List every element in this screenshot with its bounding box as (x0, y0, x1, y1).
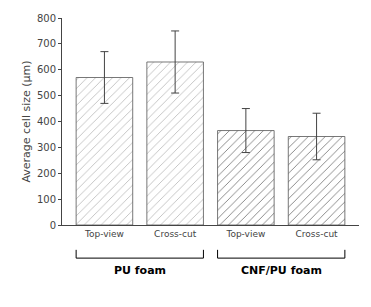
svg-text:600: 600 (37, 64, 56, 75)
svg-text:300: 300 (37, 142, 56, 153)
svg-text:200: 200 (37, 168, 56, 179)
svg-text:Top-view: Top-view (84, 229, 124, 239)
svg-text:700: 700 (37, 38, 56, 49)
svg-text:CNF/PU foam: CNF/PU foam (241, 264, 322, 277)
svg-text:Cross-cut: Cross-cut (296, 229, 339, 239)
svg-text:500: 500 (37, 90, 56, 101)
svg-text:400: 400 (37, 116, 56, 127)
svg-text:Top-view: Top-view (225, 229, 265, 239)
svg-text:Cross-cut: Cross-cut (154, 229, 197, 239)
svg-text:Average cell size (μm): Average cell size (μm) (20, 60, 33, 182)
svg-text:800: 800 (37, 13, 56, 24)
svg-text:0: 0 (50, 220, 56, 231)
svg-text:PU foam: PU foam (114, 264, 166, 277)
svg-text:100: 100 (37, 194, 56, 205)
